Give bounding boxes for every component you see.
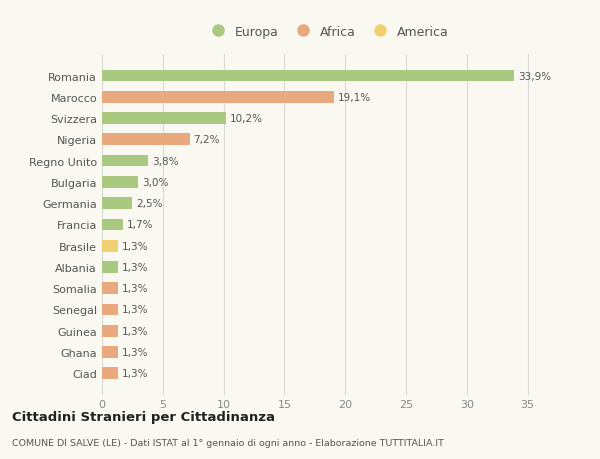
Text: 19,1%: 19,1% bbox=[338, 93, 371, 102]
Bar bbox=[102, 156, 148, 167]
Text: 1,3%: 1,3% bbox=[121, 263, 148, 272]
Legend: Europa, Africa, America: Europa, Africa, America bbox=[200, 21, 454, 44]
Text: 1,7%: 1,7% bbox=[127, 220, 153, 230]
Text: 1,3%: 1,3% bbox=[121, 305, 148, 315]
Text: Cittadini Stranieri per Cittadinanza: Cittadini Stranieri per Cittadinanza bbox=[12, 410, 275, 423]
Bar bbox=[102, 113, 226, 125]
Text: 10,2%: 10,2% bbox=[230, 114, 263, 124]
Bar bbox=[102, 198, 133, 209]
Bar bbox=[102, 92, 334, 103]
Text: 1,3%: 1,3% bbox=[121, 369, 148, 379]
Text: COMUNE DI SALVE (LE) - Dati ISTAT al 1° gennaio di ogni anno - Elaborazione TUTT: COMUNE DI SALVE (LE) - Dati ISTAT al 1° … bbox=[12, 438, 444, 447]
Text: 1,3%: 1,3% bbox=[121, 347, 148, 357]
Bar bbox=[102, 219, 122, 231]
Text: 1,3%: 1,3% bbox=[121, 284, 148, 294]
Text: 1,3%: 1,3% bbox=[121, 326, 148, 336]
Text: 2,5%: 2,5% bbox=[136, 199, 163, 209]
Bar bbox=[102, 262, 118, 273]
Bar bbox=[102, 347, 118, 358]
Bar bbox=[102, 368, 118, 379]
Text: 3,8%: 3,8% bbox=[152, 156, 178, 166]
Text: 33,9%: 33,9% bbox=[518, 71, 551, 81]
Bar bbox=[102, 71, 514, 82]
Text: 1,3%: 1,3% bbox=[121, 241, 148, 251]
Bar bbox=[102, 304, 118, 316]
Bar bbox=[102, 325, 118, 337]
Bar bbox=[102, 177, 139, 188]
Bar bbox=[102, 283, 118, 294]
Text: 3,0%: 3,0% bbox=[142, 178, 169, 187]
Bar bbox=[102, 241, 118, 252]
Text: 7,2%: 7,2% bbox=[193, 135, 220, 145]
Bar bbox=[102, 134, 190, 146]
